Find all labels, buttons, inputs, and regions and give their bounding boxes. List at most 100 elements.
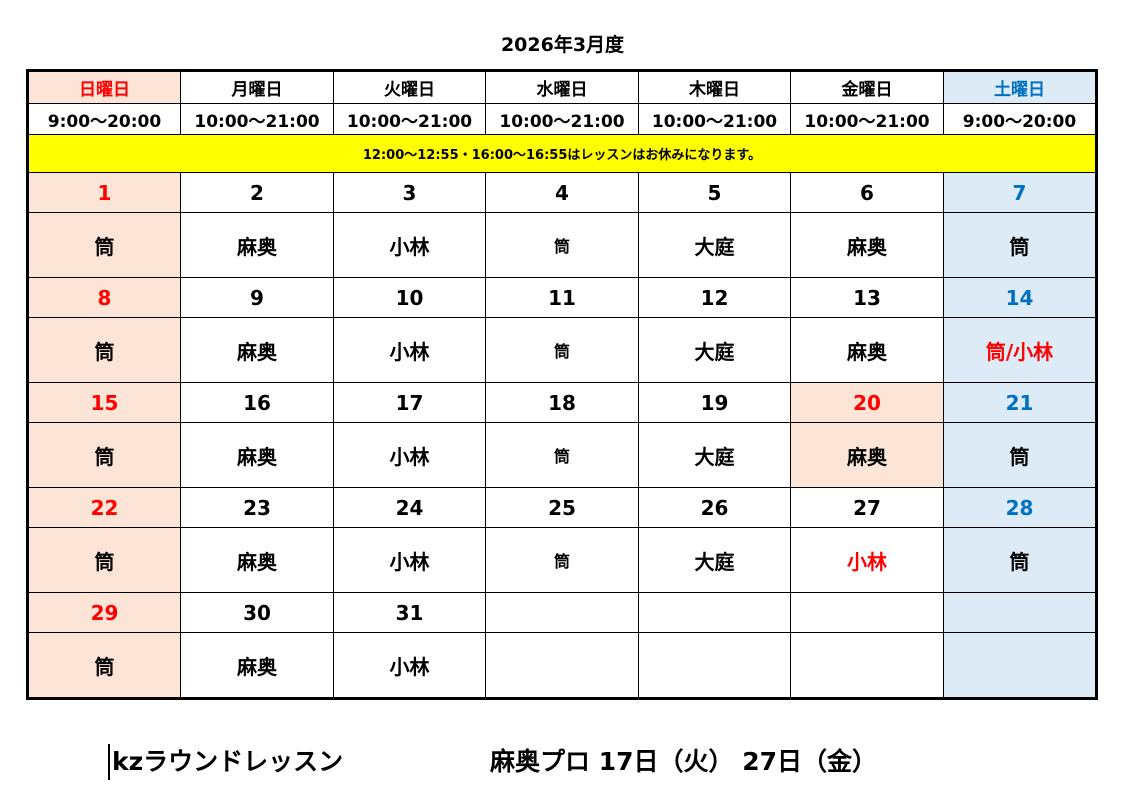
date-cell: 2 — [180, 172, 334, 213]
instructor-cell: 大庭 — [638, 527, 791, 593]
instructor-cell: 筒 — [27, 632, 181, 699]
date-row: 29 30 31 — [27, 592, 1097, 633]
instructor-cell: 筒 — [485, 527, 639, 593]
date-cell: 25 — [485, 487, 639, 528]
date-cell: 21 — [943, 382, 1097, 423]
instructor-cell: 麻奥 — [180, 317, 334, 383]
instructor-cell-empty — [638, 632, 791, 699]
date-cell: 1 — [27, 172, 181, 213]
date-cell: 6 — [790, 172, 944, 213]
date-cell: 18 — [485, 382, 639, 423]
date-cell: 26 — [638, 487, 791, 528]
instructor-cell: 麻奥 — [180, 422, 334, 488]
date-row: 22 23 24 25 26 27 28 — [27, 487, 1097, 528]
weekday-header-row: 日曜日 月曜日 火曜日 水曜日 木曜日 金曜日 土曜日 — [27, 70, 1097, 104]
date-cell: 15 — [27, 382, 181, 423]
date-cell-holiday: 20 — [790, 382, 944, 423]
instructor-cell-empty — [790, 632, 944, 699]
instructor-cell: 小林 — [333, 212, 486, 278]
notice-row: 12:00〜12:55・16:00〜16:55はレッスンはお休みになります。 — [27, 134, 1097, 173]
hours-wednesday: 10:00〜21:00 — [485, 103, 639, 135]
instructor-cell: 筒 — [27, 527, 181, 593]
pro-schedule-note: 麻奥プロ 17日（火） 27日（金） — [490, 747, 877, 776]
weekday-tuesday: 火曜日 — [333, 70, 486, 104]
date-cell: 19 — [638, 382, 791, 423]
date-cell: 12 — [638, 277, 791, 318]
page-title: 2026年3月度 — [500, 34, 625, 56]
instructor-cell: 小林 — [333, 317, 486, 383]
date-cell: 11 — [485, 277, 639, 318]
business-hours-row: 9:00〜20:00 10:00〜21:00 10:00〜21:00 10:00… — [27, 103, 1097, 135]
date-cell: 23 — [180, 487, 334, 528]
instructor-cell: 筒 — [943, 527, 1097, 593]
date-row: 15 16 17 18 19 20 21 — [27, 382, 1097, 423]
instructor-row: 筒 麻奥 小林 筒 大庭 麻奥 筒 — [27, 422, 1097, 488]
instructor-cell: 筒 — [485, 422, 639, 488]
date-cell-empty — [943, 592, 1097, 633]
instructor-cell: 筒/小林 — [943, 317, 1097, 383]
date-cell: 30 — [180, 592, 334, 633]
date-row: 8 9 10 11 12 13 14 — [27, 277, 1097, 318]
date-cell: 9 — [180, 277, 334, 318]
instructor-row: 筒 麻奥 小林 筒 大庭 麻奥 筒 — [27, 212, 1097, 278]
break-notice: 12:00〜12:55・16:00〜16:55はレッスンはお休みになります。 — [27, 134, 1097, 173]
weekday-saturday: 土曜日 — [943, 70, 1097, 104]
weekday-thursday: 木曜日 — [638, 70, 791, 104]
date-row: 1 2 3 4 5 6 7 — [27, 172, 1097, 213]
instructor-cell: 麻奥 — [180, 632, 334, 699]
instructor-cell: 大庭 — [638, 422, 791, 488]
date-cell: 4 — [485, 172, 639, 213]
date-cell: 5 — [638, 172, 791, 213]
hours-saturday: 9:00〜20:00 — [943, 103, 1097, 135]
instructor-cell: 麻奥 — [180, 212, 334, 278]
instructor-cell: 小林 — [333, 422, 486, 488]
weekday-monday: 月曜日 — [180, 70, 334, 104]
date-cell: 7 — [943, 172, 1097, 213]
instructor-cell: 大庭 — [638, 317, 791, 383]
instructor-row: 筒 麻奥 小林 — [27, 632, 1097, 699]
date-cell: 24 — [333, 487, 486, 528]
date-cell-empty — [485, 592, 639, 633]
date-cell: 27 — [790, 487, 944, 528]
instructor-cell-empty — [485, 632, 639, 699]
instructor-cell-holiday: 麻奥 — [790, 422, 944, 488]
lesson-calendar: 日曜日 月曜日 火曜日 水曜日 木曜日 金曜日 土曜日 9:00〜20:00 1… — [26, 69, 1098, 700]
instructor-cell-empty — [943, 632, 1097, 699]
instructor-cell: 小林 — [790, 527, 944, 593]
date-cell: 17 — [333, 382, 486, 423]
instructor-row: 筒 麻奥 小林 筒 大庭 小林 筒 — [27, 527, 1097, 593]
instructor-cell: 小林 — [333, 527, 486, 593]
instructor-cell: 筒 — [27, 317, 181, 383]
hours-monday: 10:00〜21:00 — [180, 103, 334, 135]
date-cell: 29 — [27, 592, 181, 633]
instructor-cell: 筒 — [27, 422, 181, 488]
date-cell: 16 — [180, 382, 334, 423]
round-lesson-label: kzラウンドレッスン — [108, 744, 343, 780]
instructor-cell: 小林 — [333, 632, 486, 699]
date-cell: 8 — [27, 277, 181, 318]
instructor-cell: 筒 — [27, 212, 181, 278]
hours-friday: 10:00〜21:00 — [790, 103, 944, 135]
instructor-cell: 筒 — [485, 317, 639, 383]
date-cell: 3 — [333, 172, 486, 213]
date-cell-empty — [638, 592, 791, 633]
hours-thursday: 10:00〜21:00 — [638, 103, 791, 135]
date-cell: 14 — [943, 277, 1097, 318]
instructor-cell: 筒 — [485, 212, 639, 278]
instructor-cell: 大庭 — [638, 212, 791, 278]
date-cell: 31 — [333, 592, 486, 633]
instructor-cell: 麻奥 — [790, 212, 944, 278]
date-cell: 10 — [333, 277, 486, 318]
instructor-cell: 筒 — [943, 212, 1097, 278]
weekday-sunday: 日曜日 — [27, 70, 181, 104]
date-cell: 13 — [790, 277, 944, 318]
date-cell: 28 — [943, 487, 1097, 528]
instructor-row: 筒 麻奥 小林 筒 大庭 麻奥 筒/小林 — [27, 317, 1097, 383]
instructor-cell: 筒 — [943, 422, 1097, 488]
hours-sunday: 9:00〜20:00 — [27, 103, 181, 135]
instructor-cell: 麻奥 — [180, 527, 334, 593]
date-cell-empty — [790, 592, 944, 633]
hours-tuesday: 10:00〜21:00 — [333, 103, 486, 135]
weekday-friday: 金曜日 — [790, 70, 944, 104]
date-cell: 22 — [27, 487, 181, 528]
